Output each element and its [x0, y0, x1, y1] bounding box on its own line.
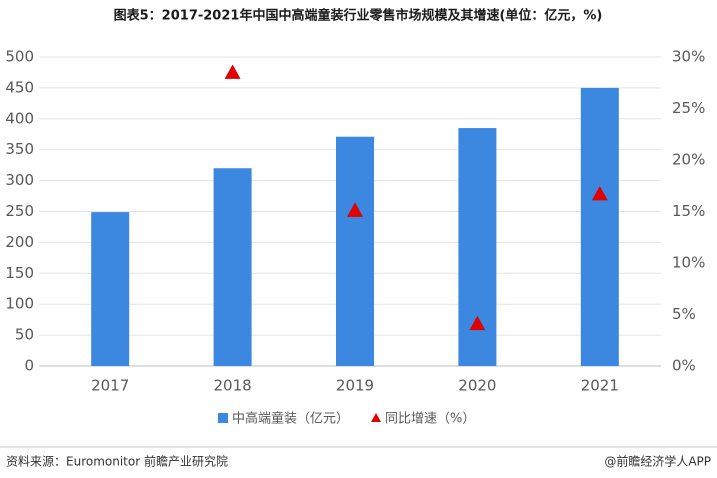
y2-tick-label: 15% — [672, 202, 705, 220]
bar — [91, 212, 130, 366]
y-tick-label: 400 — [5, 109, 34, 127]
y-tick-label: 300 — [5, 171, 34, 189]
y2-tick-label: 10% — [672, 254, 705, 272]
marker — [591, 185, 608, 201]
legend-label: 同比增速（%） — [385, 412, 475, 427]
x-tick-label: 2020 — [458, 377, 496, 395]
legend-swatch — [218, 413, 228, 423]
source: 资料来源：Euromonitor 前瞻产业研究院 — [6, 454, 228, 469]
bar — [580, 87, 619, 367]
bar — [336, 136, 374, 366]
bar — [213, 168, 252, 366]
y-tick-label: 100 — [5, 295, 34, 313]
y-tick-label: 450 — [5, 78, 34, 96]
marker — [347, 202, 363, 217]
y2-tick-label: 5% — [672, 305, 696, 323]
y2-tick-label: 25% — [672, 99, 705, 117]
chart-title: 图表5：2017-2021年中国中高端童装行业零售市场规模及其增速(单位：亿元，… — [114, 8, 603, 24]
x-tick-label: 2021 — [581, 377, 619, 395]
y-tick-label: 200 — [5, 233, 34, 251]
y-tick-label: 0 — [24, 357, 34, 375]
y2-tick-label: 20% — [672, 151, 705, 169]
legend-label: 中高端童装（亿元） — [232, 411, 349, 427]
bar — [458, 128, 497, 366]
y-tick-label: 350 — [5, 140, 34, 158]
marker — [469, 315, 486, 331]
y-tick-label: 500 — [5, 48, 34, 66]
x-tick-label: 2017 — [91, 377, 129, 395]
marker — [224, 64, 241, 79]
y2-tick-label: 0% — [672, 357, 696, 375]
legend-swatch — [371, 413, 382, 422]
y-tick-label: 250 — [5, 202, 34, 220]
credit: @前瞻经济学人APP — [604, 454, 711, 469]
y2-tick-label: 30% — [672, 48, 705, 66]
x-tick-label: 2018 — [214, 377, 252, 395]
y-tick-label: 150 — [5, 264, 34, 282]
y-tick-label: 50 — [15, 326, 34, 344]
x-tick-label: 2019 — [336, 377, 374, 395]
